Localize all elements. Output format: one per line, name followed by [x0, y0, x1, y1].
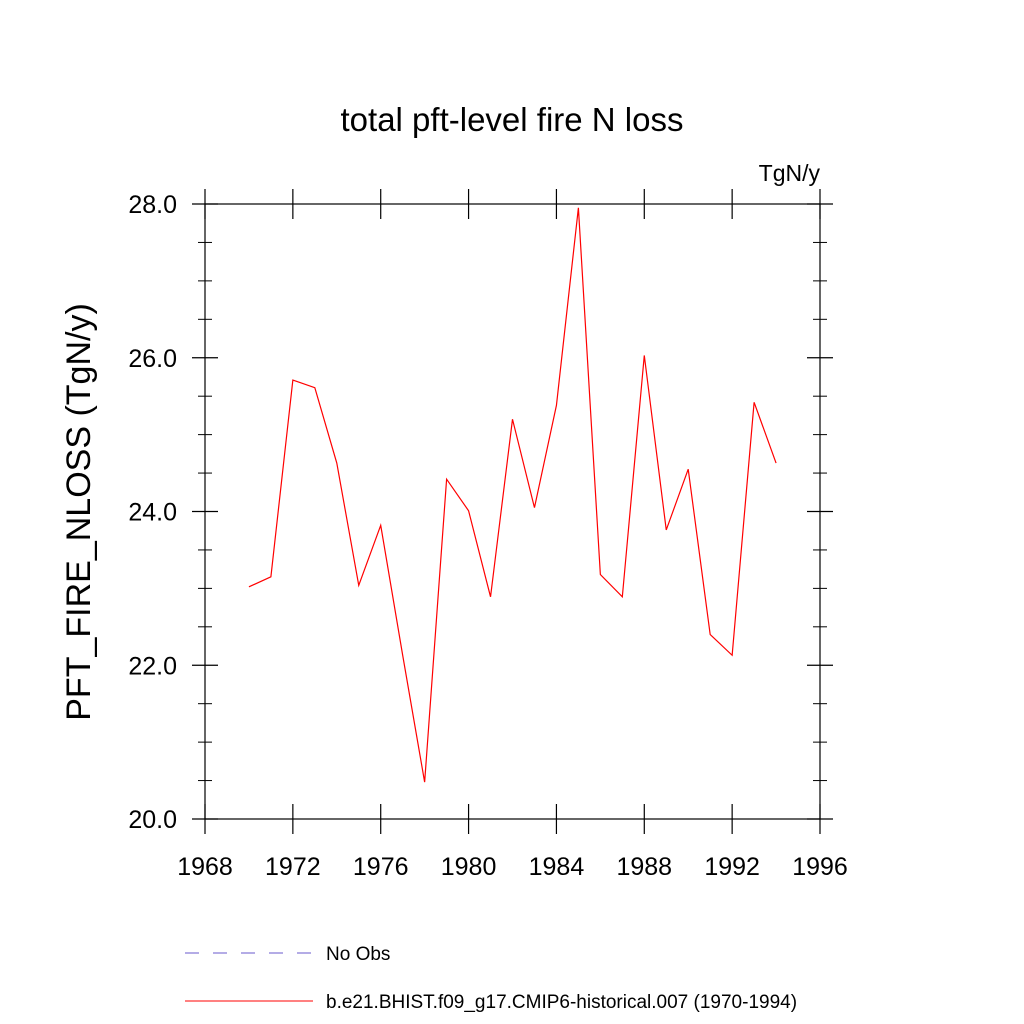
y-tick-label: 28.0 [128, 191, 177, 219]
x-tick-label: 1976 [353, 853, 409, 881]
plot-frame [204, 203, 821, 820]
y-tick-label: 22.0 [128, 652, 177, 680]
x-tick-label: 1984 [529, 853, 585, 881]
legend: No Obs b.e21.BHIST.f09_g17.CMIP6-historic… [185, 944, 797, 1013]
x-tick-label: 1968 [177, 853, 233, 881]
legend-label: b.e21.BHIST.f09_g17.CMIP6-historical.007… [326, 992, 797, 1013]
series-group [248, 207, 777, 783]
x-tick-label: 1980 [441, 853, 497, 881]
axis-tick-labels: 1968 1972 1976 1980 1984 1988 1992 1996 20.0 22.0… [128, 191, 847, 881]
legend-label: No Obs [326, 944, 390, 965]
x-tick-label: 1996 [792, 853, 848, 881]
x-tick-label: 1972 [265, 853, 321, 881]
y-tick-label: 20.0 [128, 806, 177, 834]
y-tick-label: 26.0 [128, 345, 177, 373]
y-axis-label: PFT_FIRE_NLOSS (TgN/y) [60, 303, 98, 721]
units-label: TgN/y [759, 160, 821, 186]
axis-ticks [192, 189, 833, 834]
x-tick-label: 1988 [616, 853, 672, 881]
series-line [248, 207, 777, 783]
chart-title: total pft-level fire N loss [341, 101, 684, 138]
y-tick-label: 24.0 [128, 499, 177, 527]
x-tick-label: 1992 [704, 853, 760, 881]
